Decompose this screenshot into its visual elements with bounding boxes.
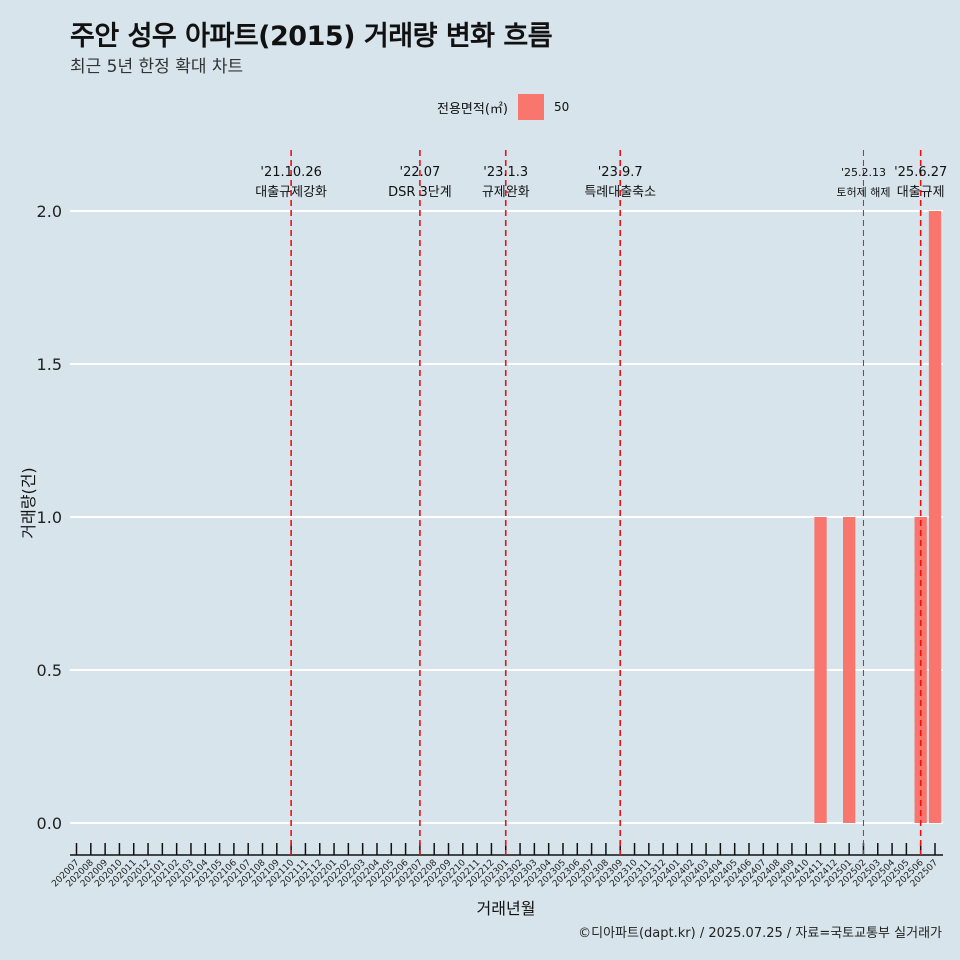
event-label-4: 토허제 해제: [836, 185, 890, 199]
chart-title: 주안 성우 아파트(2015) 거래량 변화 흐름: [70, 21, 553, 52]
y-tick-label: 2.0: [37, 202, 62, 221]
legend-title: 전용면적(㎡): [437, 101, 508, 117]
event-label-3: 특례대출축소: [584, 185, 656, 200]
y-tick-label: 0.0: [37, 814, 62, 833]
event-date-3: '23.9.7: [598, 165, 643, 180]
legend-swatch: [517, 94, 544, 120]
event-label-1: DSR 3단계: [388, 185, 452, 200]
event-date-0: '21.10.26: [260, 165, 321, 180]
bar-202411: [814, 517, 827, 823]
event-label-2: 규제완화: [482, 185, 530, 200]
event-label-0: 대출규제강화: [255, 185, 327, 200]
chart-subtitle: 최근 5년 한정 확대 차트: [70, 57, 244, 77]
bar-202501: [842, 517, 856, 823]
y-tick-label: 0.5: [37, 661, 62, 680]
event-date-4: '25.2.13: [841, 166, 886, 179]
event-date-5: '25.6.27: [894, 165, 947, 180]
source-caption: ©디아파트(dapt.kr) / 2025.07.25 / 자료=국토교통부 실…: [578, 926, 942, 941]
y-tick-label: 1.5: [37, 355, 62, 374]
y-axis-title: 거래량(건): [19, 467, 38, 538]
event-date-1: '22.07: [400, 165, 441, 180]
event-date-2: '23.1.3: [483, 165, 528, 180]
legend: 전용면적(㎡) 50: [437, 94, 569, 120]
legend-label: 50: [553, 100, 570, 114]
bar-202507: [928, 211, 942, 823]
event-label-5: 대출규제: [897, 185, 945, 200]
x-axis-title: 거래년월: [477, 899, 536, 918]
y-tick-label: 1.0: [37, 508, 62, 527]
